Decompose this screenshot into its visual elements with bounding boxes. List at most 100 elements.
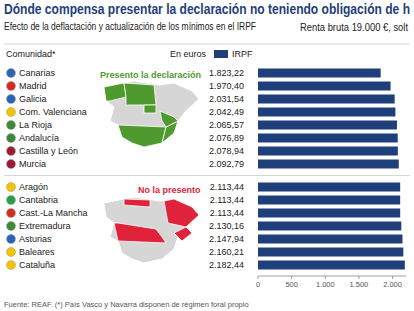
- data-label: 2.065,57: [209, 120, 244, 130]
- flag: [7, 222, 16, 231]
- map-region: [164, 199, 199, 227]
- tick: [325, 276, 326, 279]
- category-label: La Rioja: [19, 120, 52, 130]
- category-label: Murcia: [19, 159, 46, 169]
- y-label: Comunidad*: [6, 49, 56, 59]
- tick-label: 0: [256, 280, 260, 289]
- data-label: 2.113,44: [210, 208, 244, 218]
- map-outline: [104, 197, 199, 263]
- category-label: Com. Valenciana: [19, 107, 87, 117]
- category-label: Cantabria: [19, 195, 58, 205]
- tick-label: 500: [285, 280, 298, 289]
- bar: [258, 183, 400, 192]
- flag: [7, 183, 16, 192]
- map-no-presento: [104, 197, 199, 263]
- map-outline: [104, 81, 199, 147]
- group-label: No la presento: [138, 185, 201, 195]
- flag: [7, 121, 16, 130]
- chart: Dónde compensa presentar la declaración …: [0, 0, 414, 311]
- flag: [7, 69, 16, 78]
- legend-swatch: [214, 50, 228, 58]
- category-label: Aragón: [19, 182, 48, 192]
- data-label: 2.182,44: [209, 260, 244, 270]
- data-label: 2.076,89: [209, 133, 244, 143]
- group-separator: [4, 175, 410, 176]
- tick: [358, 276, 359, 279]
- category-label: Galicia: [19, 94, 47, 104]
- bar: [258, 261, 405, 270]
- data-label: 2.160,21: [209, 247, 244, 257]
- category-label: Castilla y León: [19, 146, 78, 156]
- tick: [258, 276, 259, 279]
- bar: [258, 222, 401, 231]
- category-label: Canarias: [19, 68, 56, 78]
- flag: [7, 235, 16, 244]
- bar: [258, 69, 381, 78]
- x-axis: 0 500 1.000 1.500 2.000: [256, 276, 406, 289]
- tick: [392, 276, 393, 279]
- category-label: Baleares: [19, 247, 55, 257]
- map-region: [124, 199, 150, 207]
- bar: [258, 121, 397, 130]
- flag: [7, 108, 16, 117]
- map-region: [144, 105, 156, 113]
- flag: [7, 82, 16, 91]
- bar: [258, 134, 398, 143]
- bar: [258, 82, 391, 91]
- source: Fuente: REAF. (*) País Vasco y Navarra d…: [4, 300, 249, 309]
- bar: [258, 95, 395, 104]
- data-label: 2.113,44: [210, 182, 244, 192]
- category-label: Extremadura: [19, 221, 71, 231]
- data-label: 2.092,79: [209, 159, 244, 169]
- flag: [7, 134, 16, 143]
- flag: [7, 160, 16, 169]
- flag: [7, 95, 16, 104]
- data-label: 2.130,16: [209, 221, 244, 231]
- data-label: 1.970,40: [209, 81, 244, 91]
- axis-line: [258, 276, 406, 277]
- title: Dónde compensa presentar la declaración …: [4, 1, 410, 17]
- data-label: 2.113,44: [210, 195, 244, 205]
- map-region: [124, 83, 156, 105]
- bar: [258, 160, 399, 169]
- bar: [258, 209, 400, 218]
- bar: [258, 248, 403, 257]
- tick-label: 1.000: [316, 280, 335, 289]
- data-label: 2.078,94: [209, 146, 244, 156]
- flag: [7, 196, 16, 205]
- map-region: [118, 125, 166, 147]
- subtitle: Efecto de la deflactación y actualizació…: [4, 21, 256, 32]
- tick-label: 1.500: [350, 280, 369, 289]
- map-region: [104, 83, 126, 101]
- legend-label: IRPF: [232, 49, 253, 59]
- data-label: 2.031,54: [209, 94, 244, 104]
- bars: [258, 69, 405, 270]
- labels: Canarias 1.823,22 Madrid 1.970,40 Galicia 2.0…: [7, 68, 245, 270]
- category-label: Cast.-La Mancha: [19, 208, 88, 218]
- map-region: [174, 227, 192, 241]
- data-label: 2.147,94: [209, 234, 244, 244]
- tick: [291, 276, 292, 279]
- data-label: 2.042,49: [209, 107, 244, 117]
- map-region: [114, 223, 166, 243]
- group-label: Presento la declaración: [100, 70, 201, 80]
- annotation: Renta bruta 19.000 €, solt: [300, 22, 408, 33]
- map-presento: [104, 81, 199, 147]
- map-region: [160, 111, 178, 127]
- flag: [7, 261, 16, 270]
- bar: [258, 108, 395, 117]
- flag: [7, 209, 16, 218]
- category-label: Andalucía: [19, 133, 59, 143]
- bar: [258, 196, 400, 205]
- legend: IRPF: [214, 49, 253, 59]
- header-rule: [4, 44, 410, 45]
- bar: [258, 147, 398, 156]
- category-label: Madrid: [19, 81, 47, 91]
- flag: [7, 248, 16, 257]
- category-label: Cataluña: [19, 260, 55, 270]
- bar: [258, 235, 402, 244]
- data-label: 1.823,22: [209, 68, 244, 78]
- flag: [7, 147, 16, 156]
- category-label: Asturias: [19, 234, 52, 244]
- tick-label: 2.000: [383, 280, 402, 289]
